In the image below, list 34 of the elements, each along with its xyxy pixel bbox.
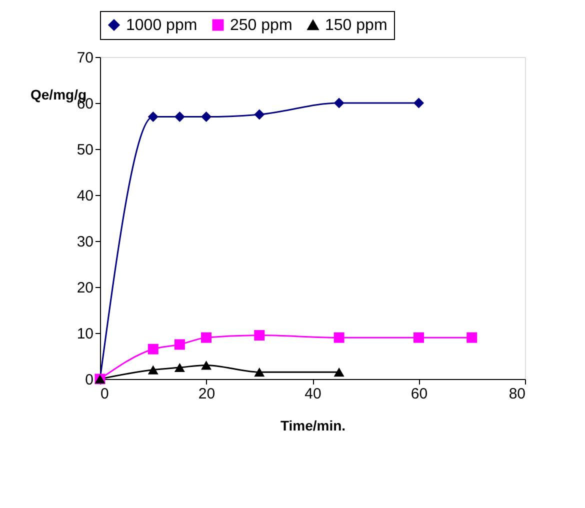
point xyxy=(174,112,185,122)
x-tick-label: 60 xyxy=(410,386,428,402)
legend-label: 1000 ppm xyxy=(126,17,198,34)
point xyxy=(201,332,212,343)
y-tick-label: 30 xyxy=(76,234,94,250)
point xyxy=(414,332,424,343)
point xyxy=(254,330,265,341)
point xyxy=(334,368,344,377)
y-tick-label: 40 xyxy=(76,188,94,204)
point xyxy=(254,109,265,120)
point xyxy=(334,332,344,343)
y-tick-label: 20 xyxy=(76,280,94,296)
x-tick-label: 20 xyxy=(198,386,216,402)
point xyxy=(148,365,158,374)
x-axis-title: Time/min. xyxy=(280,418,346,434)
point xyxy=(174,362,185,372)
point xyxy=(254,368,265,377)
point xyxy=(414,98,424,108)
x-tick-label: 40 xyxy=(304,386,322,402)
point xyxy=(201,360,212,370)
y-tick-label: 50 xyxy=(76,142,94,158)
x-tick-label: 0 xyxy=(100,386,109,402)
point xyxy=(466,332,478,343)
y-tick-label: 0 xyxy=(85,372,94,388)
y-tick-label: 70 xyxy=(76,50,94,66)
point xyxy=(174,339,185,350)
point xyxy=(334,98,344,108)
x-tick-label: 80 xyxy=(508,386,526,402)
legend-label: 250 ppm xyxy=(230,17,292,34)
point xyxy=(201,112,212,122)
point xyxy=(148,344,158,354)
point xyxy=(148,112,158,122)
y-tick-label: 10 xyxy=(76,326,94,342)
legend-label: 150 ppm xyxy=(325,17,388,34)
